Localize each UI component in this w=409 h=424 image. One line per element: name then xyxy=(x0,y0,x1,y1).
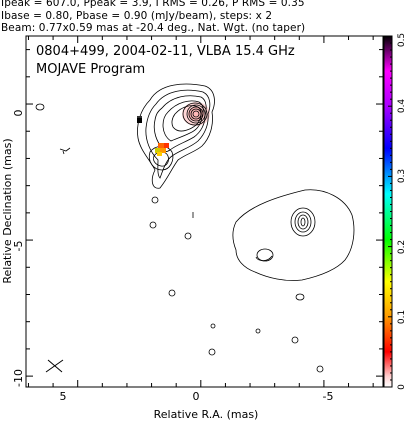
chart-subtitle: MOJAVE Program xyxy=(36,62,145,77)
colorbar-tick-label-0.3: 0.3 xyxy=(397,169,407,183)
colorbar-tick-label-0: 0 xyxy=(397,384,407,390)
y-tick-label-0: 0 xyxy=(12,110,25,117)
y-tick-label-minus5: -5 xyxy=(12,241,25,252)
plot-frame xyxy=(25,35,384,388)
contour-map xyxy=(35,83,355,373)
colorbar-ticks xyxy=(388,35,392,388)
y-tick-label-minus10: -10 xyxy=(12,369,25,387)
header-line-3: Beam: 0.77x0.59 mas at -20.4 deg., Nat. … xyxy=(1,22,306,34)
colorbar-tick-label-0.2: 0.2 xyxy=(397,240,407,254)
x-tick-label-5: 5 xyxy=(60,390,67,403)
colorbar-tick-label-0.5: 0.5 xyxy=(397,33,407,47)
colorbar-tick-label-0.4: 0.4 xyxy=(397,99,407,114)
header-line-2: Ibase = 0.80, Pbase = 0.90 (mJy/beam), s… xyxy=(1,10,273,22)
polarization-pixels xyxy=(137,116,169,156)
header-line-1: Ipeak = 607.0, Ppeak = 3.9, I RMS = 0.26… xyxy=(1,0,305,9)
y-axis-label: Relative Declination (mas) xyxy=(1,138,14,283)
colorbar-tick-label-0.1: 0.1 xyxy=(397,310,407,324)
x-tick-label-minus5: -5 xyxy=(323,390,334,403)
x-tick-label-0: 0 xyxy=(193,390,200,403)
x-axis-label: Relative R.A. (mas) xyxy=(154,408,259,421)
chart-title: 0804+499, 2004-02-11, VLBA 15.4 GHz xyxy=(36,44,295,59)
axis-ticks xyxy=(26,36,383,387)
